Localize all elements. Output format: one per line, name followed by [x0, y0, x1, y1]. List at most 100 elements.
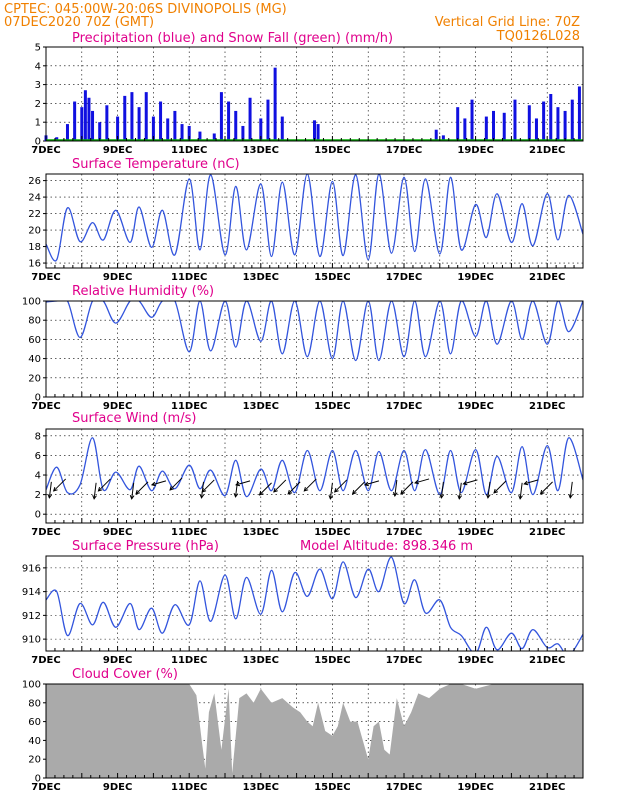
- wind-arrow-head: [47, 493, 53, 499]
- y-tick-label: 100: [22, 297, 41, 308]
- x-tick-label: 15DEC: [314, 401, 350, 412]
- x-tick-label: 21DEC: [529, 655, 565, 666]
- wind-arrow: [458, 482, 462, 499]
- precip-bar: [316, 124, 320, 141]
- wind-arrow: [169, 477, 183, 491]
- wind-arrow: [48, 481, 52, 498]
- precip-bar: [502, 112, 506, 141]
- wind-arrow-head: [169, 485, 175, 491]
- y-tick-label: 0: [35, 393, 41, 404]
- precip-bar: [212, 133, 216, 141]
- wind-arrow-head: [235, 481, 241, 487]
- wind-arrow: [53, 478, 67, 492]
- precip-bar: [144, 92, 148, 141]
- panels: Precipitation (blue) and Snow Fall (gree…: [22, 31, 584, 793]
- x-tick-label: 13DEC: [243, 527, 279, 538]
- wind-arrow: [352, 481, 365, 495]
- x-tick-label: 13DEC: [243, 272, 279, 283]
- y-tick-label: 0: [35, 137, 41, 148]
- wind-arrow-head: [493, 488, 499, 494]
- x-tick-label: 7DEC: [31, 655, 60, 666]
- x-tick-label: 21DEC: [529, 527, 565, 538]
- precip-bar: [534, 118, 538, 141]
- wind-arrow: [414, 478, 430, 484]
- precip-bar: [73, 101, 77, 141]
- precip-title: Precipitation (blue) and Snow Fall (gree…: [72, 31, 393, 46]
- x-tick-label: 15DEC: [314, 655, 350, 666]
- precip-bar: [65, 124, 69, 141]
- wind-arrow: [287, 481, 301, 495]
- x-tick-label: 17DEC: [386, 272, 422, 283]
- precip-bar: [83, 90, 87, 141]
- x-tick-label: 9DEC: [103, 145, 132, 156]
- wind-arrow-head: [201, 487, 207, 493]
- precip-bar: [87, 97, 91, 141]
- x-tick-label: 13DEC: [243, 401, 279, 412]
- precip-bar: [219, 92, 223, 141]
- precip-bar: [151, 116, 155, 141]
- x-tick-label: 15DEC: [314, 527, 350, 538]
- precip-bar: [234, 110, 238, 141]
- precip-bar: [166, 118, 170, 141]
- cloud-title: Cloud Cover (%): [72, 667, 178, 682]
- precip-bar: [470, 99, 474, 141]
- x-tick-label: 19DEC: [457, 272, 493, 283]
- wind-arrow-head: [129, 494, 135, 500]
- wind-arrow: [98, 478, 111, 492]
- wind-arrow-head: [135, 489, 141, 495]
- wind-arrow-head: [351, 489, 357, 495]
- wind-arrow: [569, 481, 573, 498]
- x-tick-label: 19DEC: [457, 655, 493, 666]
- x-tick-label: 17DEC: [386, 401, 422, 412]
- precip-bar: [80, 107, 84, 141]
- precip-bar: [492, 110, 495, 141]
- wind-arrow-head: [52, 486, 58, 492]
- x-tick-label: 15DEC: [314, 145, 350, 156]
- y-tick-label: 20: [28, 226, 41, 237]
- precip-bar: [259, 118, 263, 141]
- wind-arrow: [487, 481, 491, 498]
- precip-bar: [266, 99, 270, 141]
- y-tick-label: 16: [28, 259, 41, 270]
- wind-arrow: [394, 479, 398, 496]
- wind-arrow: [364, 480, 380, 486]
- precip-bar: [313, 120, 316, 141]
- x-tick-label: 11DEC: [171, 272, 207, 283]
- x-tick-label: 17DEC: [386, 145, 422, 156]
- y-tick-label: 40: [28, 354, 41, 365]
- wind-panel: Surface Wind (m/s) 0 2 4 6 8 7DEC 9DEC 11DEC 13DE…: [31, 411, 584, 538]
- precip-bar: [198, 131, 202, 141]
- header-run-time: 07DEC2020 70Z (GMT): [4, 15, 154, 30]
- temp-series-line: [46, 174, 583, 262]
- wind-arrow: [540, 481, 553, 495]
- precip-bar: [513, 99, 517, 141]
- wind-arrow: [201, 479, 215, 493]
- x-tick-label: 19DEC: [457, 401, 493, 412]
- pressure-title: Surface Pressure (hPa): [72, 539, 219, 554]
- precip-bar: [542, 101, 546, 141]
- precip-bar: [123, 95, 127, 141]
- wind-arrow-head: [233, 492, 239, 498]
- precip-bar: [577, 86, 581, 141]
- x-tick-label: 17DEC: [386, 527, 422, 538]
- precip-bar: [241, 125, 245, 141]
- wind-arrow-head: [363, 481, 369, 487]
- pressure-annotation: Model Altitude: 898.346 m: [300, 539, 473, 554]
- y-tick-label: 40: [28, 736, 41, 747]
- precip-bar: [434, 129, 438, 141]
- rh-frame: [45, 300, 584, 398]
- y-tick-label: 4: [35, 61, 41, 72]
- wind-arrow-head: [539, 489, 545, 495]
- pressure-series-line: [46, 556, 583, 651]
- x-tick-label: 11DEC: [171, 527, 207, 538]
- x-tick-label: 21DEC: [529, 145, 565, 156]
- x-tick-label: 19DEC: [457, 782, 493, 793]
- precip-bar: [98, 122, 102, 141]
- pressure-panel: Surface Pressure (hPa) Model Altitude: 89…: [22, 539, 584, 666]
- precip-bar: [55, 137, 59, 141]
- wind-arrow-head: [518, 494, 523, 500]
- wind-arrow: [235, 480, 251, 486]
- precip-bar: [441, 135, 445, 141]
- wind-arrow-head: [303, 486, 309, 492]
- y-tick-label: 80: [28, 316, 41, 327]
